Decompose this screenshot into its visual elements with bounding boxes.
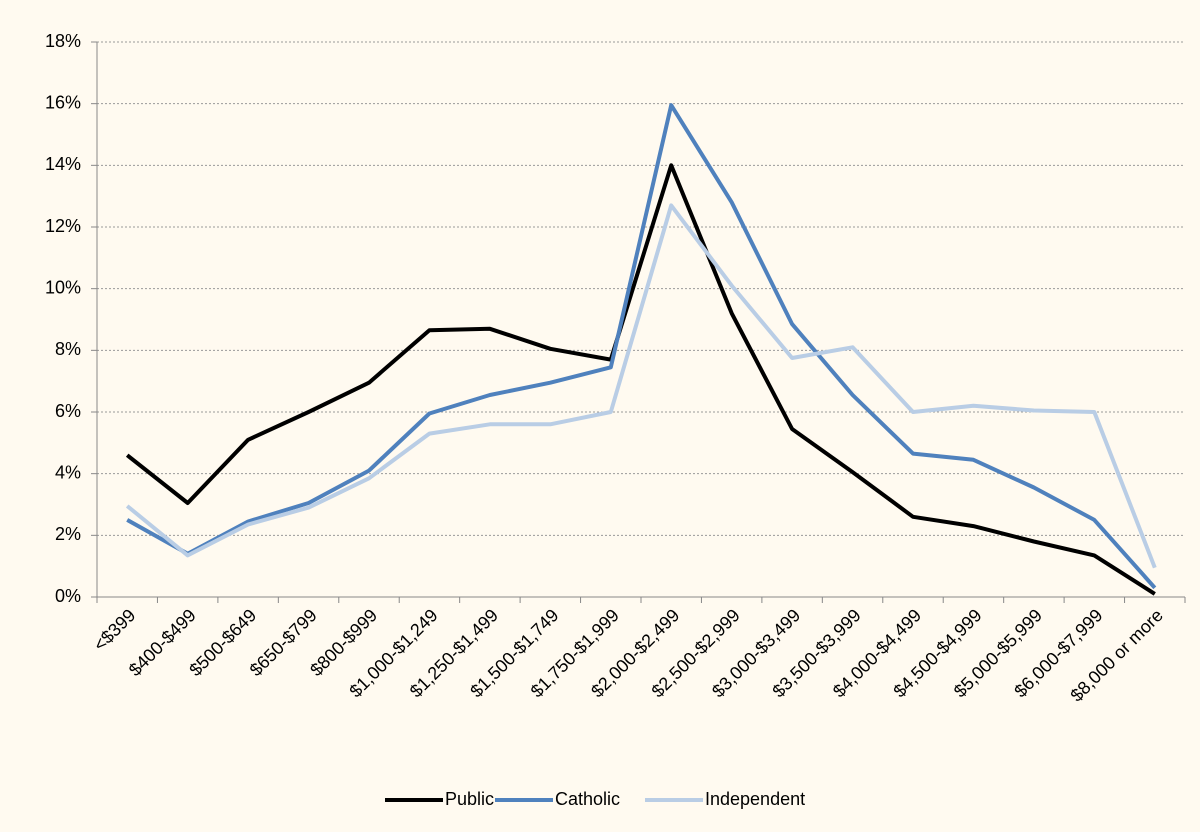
y-tick-label: 4% xyxy=(55,462,81,482)
x-tick-label: <$399 xyxy=(90,605,140,655)
y-tick-label: 0% xyxy=(55,586,81,606)
y-tick-label: 14% xyxy=(45,154,81,174)
y-tick-label: 6% xyxy=(55,401,81,421)
legend-label: Independent xyxy=(705,789,805,809)
legend-label: Public xyxy=(445,789,494,809)
series-line xyxy=(126,103,1157,590)
y-tick-label: 8% xyxy=(55,339,81,359)
y-tick-label: 16% xyxy=(45,92,81,112)
y-tick-label: 12% xyxy=(45,216,81,236)
y-tick-label: 10% xyxy=(45,277,81,297)
y-tick-label: 2% xyxy=(55,524,81,544)
series-line xyxy=(125,163,1156,596)
legend-label: Catholic xyxy=(555,789,620,809)
series-line xyxy=(125,203,1157,569)
y-tick-label: 18% xyxy=(45,31,81,51)
